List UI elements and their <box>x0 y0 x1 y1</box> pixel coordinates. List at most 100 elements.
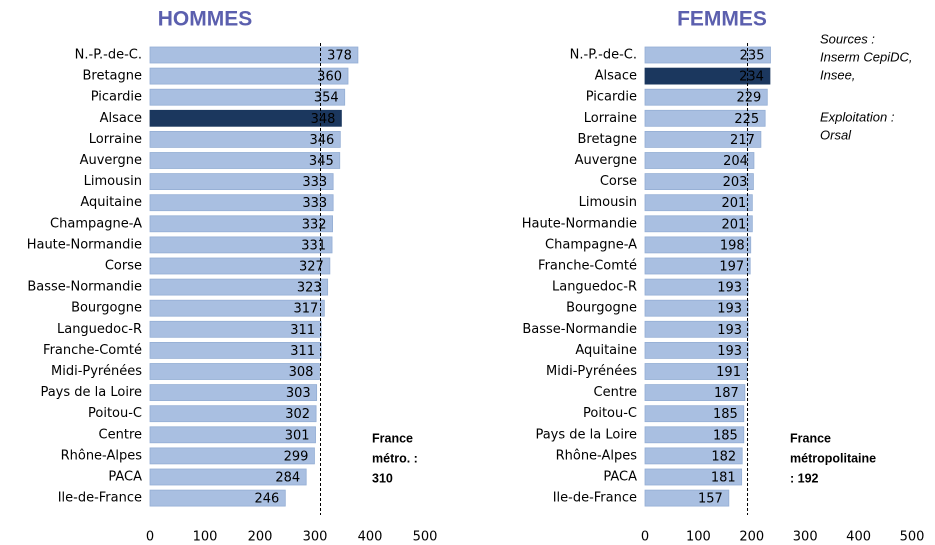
category-label: Lorraine <box>584 111 637 126</box>
category-label: Aquitaine <box>575 343 637 358</box>
source-note: Exploitation : <box>820 109 895 124</box>
bar <box>644 109 766 127</box>
x-tick-label: 300 <box>793 530 818 545</box>
category-label: Alsace <box>100 111 142 126</box>
category-label: Basse-Normandie <box>522 322 637 337</box>
bar <box>149 46 359 64</box>
bar <box>644 299 749 317</box>
bar <box>644 130 762 148</box>
value-label: 185 <box>713 428 738 443</box>
value-label: 346 <box>309 133 334 148</box>
category-label: Rhône-Alpes <box>556 448 638 463</box>
bar <box>644 384 746 402</box>
value-label: 201 <box>722 217 747 232</box>
category-label: Rhône-Alpes <box>61 448 143 463</box>
value-label: 193 <box>717 302 742 317</box>
x-tick-label: 400 <box>846 530 871 545</box>
value-label: 333 <box>302 196 327 211</box>
category-label: Bourgogne <box>71 301 142 316</box>
bar <box>149 299 325 317</box>
chart-title: FEMMES <box>677 8 767 31</box>
value-label: 201 <box>722 196 747 211</box>
x-tick-label: 100 <box>686 530 711 545</box>
category-label: Ile-de-France <box>58 491 142 506</box>
bar <box>644 88 768 106</box>
category-label: Poitou-C <box>583 406 637 421</box>
value-label: 302 <box>285 407 310 422</box>
bar <box>149 88 346 106</box>
bar <box>149 320 322 338</box>
bar <box>149 257 331 275</box>
category-label: Haute-Normandie <box>27 237 142 252</box>
category-label: Basse-Normandie <box>27 280 142 295</box>
category-label: Alsace <box>595 69 637 84</box>
value-label: 317 <box>294 302 319 317</box>
category-label: Corse <box>600 174 637 189</box>
category-label: Limousin <box>84 174 142 189</box>
x-tick-label: 500 <box>900 530 925 545</box>
bar <box>644 468 743 486</box>
category-label: Centre <box>99 427 142 442</box>
bar <box>644 236 752 254</box>
category-label: Pays de la Loire <box>535 427 637 442</box>
bar <box>644 320 749 338</box>
value-label: 360 <box>317 70 342 85</box>
source-note: Insee, <box>820 67 855 82</box>
value-label: 198 <box>720 238 745 253</box>
annotation: France <box>790 431 831 445</box>
category-label: Bretagne <box>577 132 637 147</box>
category-label: Haute-Normandie <box>522 216 637 231</box>
bar <box>644 447 743 465</box>
category-label: N.-P.-de-C. <box>570 48 637 63</box>
x-tick-label: 0 <box>146 530 154 545</box>
value-label: 301 <box>285 428 310 443</box>
bar <box>644 405 745 423</box>
category-label: Aquitaine <box>80 195 142 210</box>
category-label: Picardie <box>586 90 637 105</box>
value-label: 331 <box>301 238 326 253</box>
value-label: 197 <box>719 260 744 275</box>
bar <box>644 278 749 296</box>
value-label: 157 <box>698 492 723 507</box>
bar <box>149 194 334 212</box>
bar <box>149 67 349 85</box>
value-label: 181 <box>711 471 736 486</box>
annotation: 310 <box>372 471 393 485</box>
annotation: métro. : <box>372 451 418 465</box>
value-label: 193 <box>717 344 742 359</box>
bar <box>644 363 748 380</box>
category-label: Auvergne <box>80 153 142 168</box>
annotation: : 192 <box>790 471 819 485</box>
value-label: 193 <box>717 323 742 338</box>
category-label: Midi-Pyrénées <box>546 364 637 379</box>
source-note: Sources : <box>820 31 875 46</box>
bar <box>149 109 342 127</box>
category-label: Pays de la Loire <box>40 385 142 400</box>
x-tick-label: 200 <box>739 530 764 545</box>
category-label: Franche-Comté <box>538 259 637 274</box>
value-label: 203 <box>723 175 748 190</box>
bar <box>149 426 316 444</box>
category-label: Corse <box>105 259 142 274</box>
chart-title: HOMMES <box>158 8 253 31</box>
value-label: 185 <box>713 407 738 422</box>
bar <box>149 489 286 507</box>
x-tick-label: 200 <box>248 530 273 545</box>
value-label: 308 <box>289 365 314 380</box>
bar <box>644 173 754 191</box>
x-tick-label: 400 <box>358 530 383 545</box>
bar <box>149 152 341 169</box>
category-label: Midi-Pyrénées <box>51 364 142 379</box>
value-label: 311 <box>290 323 315 338</box>
x-tick-label: 300 <box>303 530 328 545</box>
value-label: 182 <box>711 449 736 464</box>
category-label: Languedoc-R <box>552 280 637 295</box>
bar <box>644 152 755 169</box>
bar <box>644 194 753 212</box>
category-label: Limousin <box>579 195 637 210</box>
value-label: 191 <box>716 365 741 380</box>
bar <box>644 257 751 275</box>
bar <box>149 468 307 486</box>
x-tick-label: 500 <box>413 530 438 545</box>
category-label: Ile-de-France <box>553 491 637 506</box>
